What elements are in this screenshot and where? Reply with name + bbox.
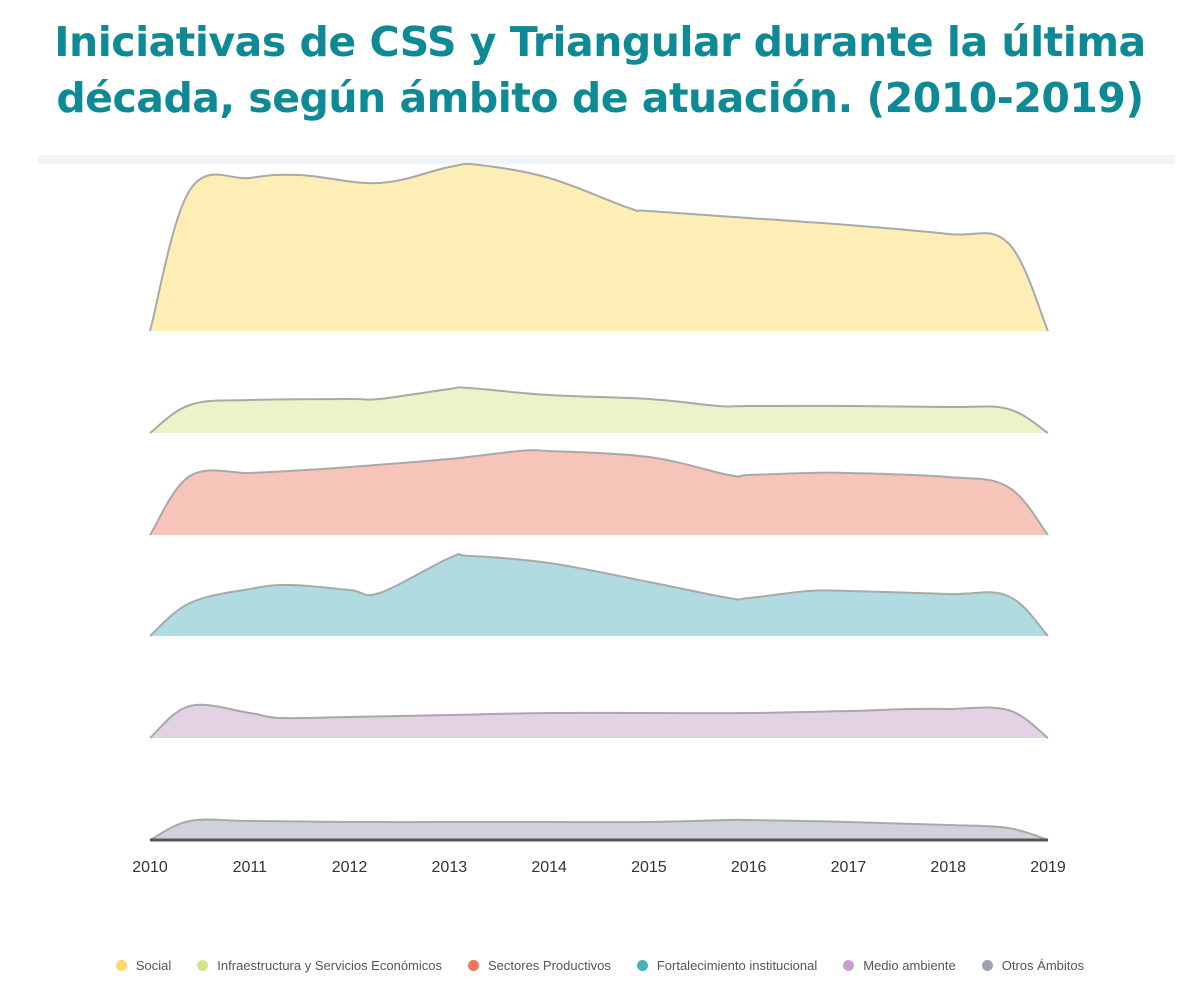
- ridge-line-2: [149, 449, 1049, 536]
- ridge-line-5: [149, 818, 1049, 841]
- x-tick-label: 2015: [631, 859, 667, 876]
- title-divider: [38, 155, 1175, 164]
- ridge-line-1: [149, 386, 1049, 434]
- legend-label: Otros Ámbitos: [1001, 958, 1085, 973]
- legend-item[interactable]: Otros Ámbitos: [981, 958, 1085, 973]
- legend-item[interactable]: Social: [115, 958, 172, 973]
- legend-dot-icon: [981, 960, 993, 971]
- legend-label: Social: [135, 958, 172, 973]
- ridge-area-0: [150, 163, 1048, 331]
- legend-label: Medio ambiente: [863, 958, 956, 973]
- ridge-area-5: [150, 819, 1048, 840]
- x-tick-label: 2017: [831, 859, 867, 876]
- legend-item[interactable]: Medio ambiente: [843, 958, 956, 973]
- legend-label: Infraestructura y Servicios Económicos: [217, 958, 442, 973]
- legend-dot-icon: [636, 960, 648, 971]
- legend-item[interactable]: Infraestructura y Servicios Económicos: [197, 958, 442, 973]
- ridge-line-0: [149, 162, 1049, 332]
- ridge-area-1: [150, 387, 1048, 433]
- x-tick-label: 2016: [731, 859, 767, 876]
- ridge-line-4: [149, 703, 1049, 739]
- x-tick-label: 2011: [233, 859, 268, 876]
- x-tick-label: 2010: [132, 859, 168, 876]
- legend-label: Sectores Productivos: [488, 958, 611, 973]
- legend: Social Infraestructura y Servicios Económ…: [0, 958, 1200, 973]
- x-tick-label: 2014: [531, 859, 567, 876]
- legend-item[interactable]: Sectores Productivos: [468, 958, 611, 973]
- legend-dot-icon: [115, 960, 127, 971]
- legend-dot-icon: [197, 960, 209, 971]
- ridgeline-chart: 2010 2011 2012 2013 2014 2015 2016 2017 2018 2019: [132, 162, 1066, 876]
- x-tick-label: 2018: [930, 859, 966, 876]
- x-tick-label: 2019: [1030, 859, 1066, 876]
- legend-dot-icon: [468, 960, 479, 971]
- x-tick-label: 2013: [432, 859, 468, 876]
- x-tick-label: 2012: [332, 859, 368, 876]
- ridge-line-3: [149, 553, 1049, 637]
- chart-title: Iniciativas de CSS y Triangular durante …: [54, 18, 1146, 122]
- legend-item[interactable]: Fortalecimiento institucional: [636, 958, 818, 973]
- ridge-area-3: [150, 554, 1048, 636]
- legend-label: Fortalecimiento institucional: [656, 958, 818, 973]
- legend-dot-icon: [843, 960, 855, 971]
- ridge-area-4: [150, 704, 1048, 738]
- ridge-area-2: [150, 450, 1048, 535]
